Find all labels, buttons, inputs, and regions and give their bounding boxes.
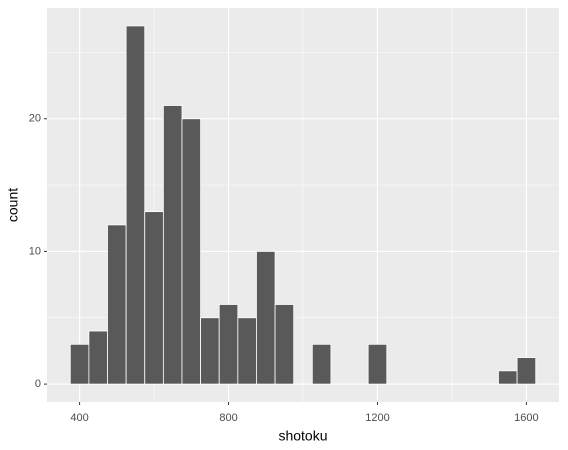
y-tick-label: 10 bbox=[29, 245, 41, 257]
bar bbox=[125, 25, 146, 385]
bar bbox=[162, 105, 183, 385]
bar bbox=[200, 317, 220, 385]
y-tick-label: 0 bbox=[35, 378, 41, 390]
bar bbox=[367, 343, 388, 385]
bar bbox=[218, 304, 239, 385]
x-tick-label: 800 bbox=[219, 412, 237, 424]
bar bbox=[516, 357, 537, 385]
bar bbox=[237, 317, 257, 385]
bar bbox=[256, 251, 276, 385]
bar bbox=[144, 211, 164, 385]
y-axis-title: count bbox=[5, 188, 21, 222]
bar bbox=[181, 118, 201, 385]
x-tick-label: 400 bbox=[70, 412, 88, 424]
bar bbox=[498, 370, 518, 385]
y-tick-label: 20 bbox=[29, 113, 41, 125]
x-tick-label: 1600 bbox=[514, 412, 538, 424]
x-axis-title: shotoku bbox=[278, 428, 327, 444]
x-tick-label: 1200 bbox=[365, 412, 389, 424]
bar bbox=[107, 224, 127, 385]
bar bbox=[274, 304, 295, 385]
bar bbox=[311, 343, 332, 385]
bar bbox=[88, 330, 108, 385]
bar bbox=[69, 343, 90, 385]
